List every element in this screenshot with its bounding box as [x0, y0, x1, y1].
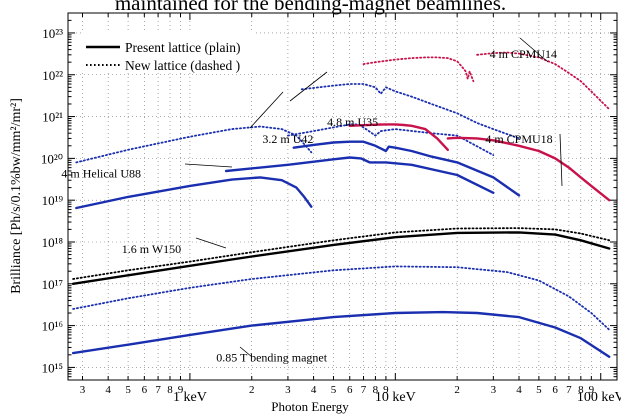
series-line-solid	[292, 140, 521, 197]
annotation-leader	[239, 346, 253, 358]
x-tick-label: 8	[578, 384, 584, 396]
x-tick-label: 2	[454, 384, 460, 396]
x-tick-label: 5	[331, 384, 337, 396]
x-tick-label: 9	[383, 384, 389, 396]
legend-label-present: Present lattice (plain)	[125, 40, 240, 55]
legend: Present lattice (plain) New lattice (das…	[82, 30, 254, 73]
series-line-solid	[71, 310, 611, 358]
series-line-dotted	[72, 265, 611, 331]
series-line-solid	[348, 123, 449, 151]
y-tick-label: 10¹⁶	[42, 319, 63, 334]
series-line-dotted	[362, 56, 475, 83]
x-tick-label: 6	[347, 384, 353, 396]
y-axis-label: Brilliance [Ph/s/0.1%bw/mm²/mr²]	[9, 98, 24, 294]
x-tick-label: 1 keV	[173, 390, 207, 405]
x-tick-label: 7	[155, 384, 161, 396]
x-tick-label: 8	[167, 384, 173, 396]
annotation-label: 0.85 T bending magnet	[216, 350, 328, 364]
annotations: 4 m CPMU14 4.8 m U35 3.2 m U42 4 m CPMU18 4 …	[61, 37, 563, 364]
series-line-solid	[75, 176, 313, 210]
x-tick-label: 4	[105, 384, 111, 396]
x-tick-label: 3	[491, 384, 497, 396]
y-tick-labels: 10¹⁵ 10¹⁶ 10¹⁷ 10¹⁸ 10¹⁹ 10²⁰ 10²¹ 10²² 10²³	[41, 26, 64, 375]
y-tick-label: 10¹⁸	[42, 235, 64, 250]
y-tick-label: 10²⁰	[41, 151, 63, 166]
x-tick-label: 3	[80, 384, 86, 396]
y-tick-label: 10¹⁹	[42, 193, 64, 208]
annotation-leader	[559, 133, 563, 187]
y-tick-label: 10¹⁵	[42, 360, 63, 375]
x-tick-label: 9	[589, 384, 595, 396]
annotation-leader	[195, 237, 227, 249]
series-line-dotted	[300, 83, 520, 140]
x-tick-label: 2	[249, 384, 255, 396]
x-tick-label: 8	[373, 384, 379, 396]
x-tick-label: 6	[142, 384, 148, 396]
x-tick-label: 3	[285, 384, 291, 396]
annotation-leader	[184, 163, 233, 168]
x-tick-label: 5	[125, 384, 131, 396]
y-tick-label: 10¹⁷	[42, 277, 63, 292]
x-tick-label: 4	[516, 384, 522, 396]
series-line-dotted	[75, 125, 313, 164]
y-tick-label: 10²²	[42, 68, 63, 83]
x-tick-label: 4	[311, 384, 317, 396]
annotation-label: 4.8 m U35	[327, 115, 378, 129]
x-tick-label: 6	[552, 384, 558, 396]
x-tick-label: 9	[178, 384, 184, 396]
x-tick-label: 7	[361, 384, 367, 396]
annotation-label: 4 m CPMU18	[485, 132, 552, 146]
series-line-dotted	[287, 123, 495, 156]
annotation-leader	[249, 91, 284, 129]
annotation-leader	[289, 71, 328, 102]
series-line-dotted	[476, 51, 611, 111]
annotation-label: 3.2 m U42	[262, 132, 313, 146]
x-tick-label: 10 keV	[375, 390, 416, 405]
series-line-solid	[446, 136, 611, 202]
y-tick-label: 10²³	[42, 26, 63, 41]
legend-label-new: New lattice (dashed )	[125, 58, 240, 73]
series-line-dotted	[72, 227, 611, 280]
y-tick-label: 10²¹	[42, 110, 63, 125]
axis-ticks	[68, 12, 617, 381]
x-axis-label: Photon Energy	[271, 399, 349, 414]
annotation-label: 1.6 m W150	[122, 242, 181, 256]
figure-caption: maintained for the bending-magnet beamli…	[114, 0, 507, 15]
x-tick-label: 100 keV	[577, 390, 621, 405]
x-tick-label: 7	[566, 384, 572, 396]
series-group	[71, 51, 611, 358]
plot-frame	[67, 12, 618, 381]
series-line-solid	[71, 231, 611, 285]
annotation-leader	[519, 37, 549, 63]
series-line-solid	[224, 156, 495, 194]
annotation-label: 4 m Helical U88	[61, 166, 141, 180]
annotation-label: 4 m CPMU14	[490, 47, 557, 61]
x-tick-label: 5	[536, 384, 542, 396]
